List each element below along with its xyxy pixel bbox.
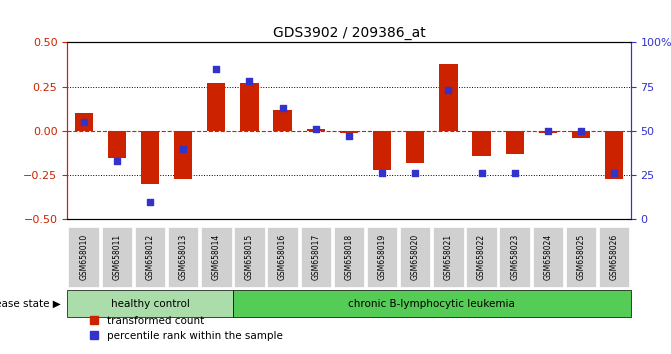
Bar: [605, 131, 623, 179]
Bar: [505, 131, 524, 154]
Bar: [406, 131, 424, 163]
Bar: [472, 131, 491, 156]
Bar: [207, 83, 225, 131]
Point: [311, 126, 321, 132]
Point: [79, 119, 89, 125]
Bar: [74, 113, 93, 131]
Point: [376, 171, 387, 176]
Text: GSM658025: GSM658025: [576, 234, 586, 280]
Text: GSM658022: GSM658022: [477, 234, 486, 280]
Point: [476, 171, 487, 176]
Bar: [340, 131, 358, 133]
Bar: [108, 131, 126, 158]
Text: GSM658016: GSM658016: [278, 234, 287, 280]
Bar: [440, 64, 458, 131]
Point: [178, 146, 189, 152]
Bar: [274, 110, 292, 131]
Text: GSM658017: GSM658017: [311, 234, 320, 280]
Point: [509, 171, 520, 176]
Bar: [572, 131, 590, 138]
Text: GSM658021: GSM658021: [444, 234, 453, 280]
Legend: transformed count, percentile rank within the sample: transformed count, percentile rank withi…: [86, 312, 287, 345]
Text: GSM658011: GSM658011: [112, 234, 121, 280]
Text: GSM658012: GSM658012: [146, 234, 154, 280]
Text: GSM658015: GSM658015: [245, 234, 254, 280]
Text: GSM658010: GSM658010: [79, 234, 88, 280]
Point: [576, 128, 586, 134]
Point: [145, 199, 156, 205]
Point: [609, 171, 619, 176]
Text: GSM658013: GSM658013: [178, 234, 188, 280]
Text: GSM658026: GSM658026: [610, 234, 619, 280]
Text: chronic B-lymphocytic leukemia: chronic B-lymphocytic leukemia: [348, 298, 515, 309]
Bar: [174, 131, 193, 179]
Point: [542, 128, 553, 134]
Point: [111, 158, 122, 164]
Text: GSM658024: GSM658024: [544, 234, 552, 280]
Title: GDS3902 / 209386_at: GDS3902 / 209386_at: [272, 26, 425, 40]
Bar: [240, 83, 258, 131]
Text: GSM658019: GSM658019: [378, 234, 386, 280]
Bar: [373, 131, 391, 170]
Bar: [141, 131, 159, 184]
Bar: [539, 131, 557, 133]
Bar: [307, 129, 325, 131]
Point: [344, 133, 354, 139]
Text: disease state ▶: disease state ▶: [0, 298, 60, 309]
Point: [443, 87, 454, 93]
Text: GSM658018: GSM658018: [344, 234, 354, 280]
Point: [211, 66, 221, 72]
Point: [244, 79, 255, 84]
Point: [277, 105, 288, 111]
Text: healthy control: healthy control: [111, 298, 189, 309]
Text: GSM658014: GSM658014: [212, 234, 221, 280]
Point: [410, 171, 421, 176]
Text: GSM658023: GSM658023: [510, 234, 519, 280]
Text: GSM658020: GSM658020: [411, 234, 420, 280]
